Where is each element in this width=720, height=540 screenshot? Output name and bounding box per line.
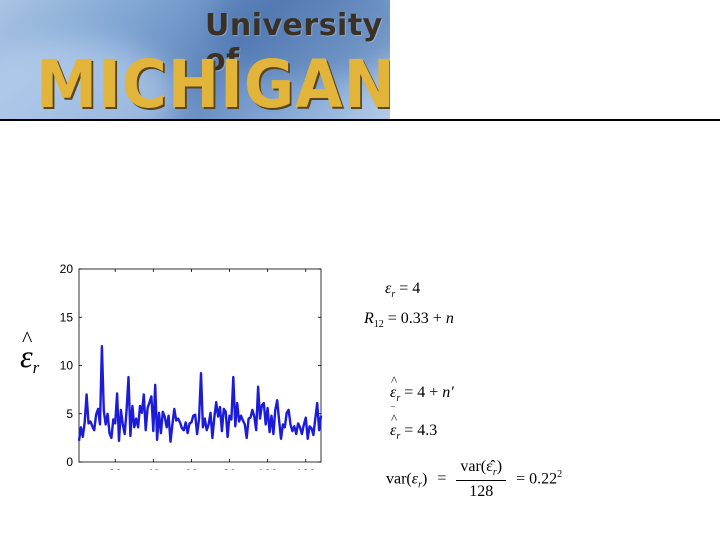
equation-variance: var(εr) = var(ε̂r) 128 = 0.222	[386, 458, 563, 501]
logo-michigan: MICHIGAN	[36, 46, 390, 120]
x-tick-label: 100	[258, 467, 278, 470]
university-logo-banner: University of MICHIGAN	[0, 0, 390, 120]
plot-frame	[78, 268, 322, 463]
y-tick-label: 5	[66, 407, 73, 421]
equation-r12: R12 = 0.33 + n	[364, 310, 454, 331]
y-tick-label: 15	[60, 310, 74, 324]
x-tick-label: 80	[223, 467, 237, 470]
y-axis-label: ^ εr	[20, 326, 40, 377]
logo-university-of: University of	[205, 8, 383, 78]
equation-eps-hat: ^ εr = 4 + n'	[390, 373, 454, 405]
x-tick-label: 60	[185, 467, 199, 470]
x-tick-label: 120	[296, 467, 316, 470]
y-tick-label: 20	[60, 262, 74, 276]
y-tick-label: 10	[60, 359, 74, 373]
header-rule	[0, 119, 720, 121]
x-tick-label: 20	[109, 467, 123, 470]
equation-eps-r: εr = 4	[385, 280, 421, 301]
equation-eps-bar-hat: ‾ ^ εr = 4.3	[390, 406, 438, 443]
x-tick-label: 40	[147, 467, 161, 470]
series-line	[77, 344, 323, 443]
line-chart: 0 5 10 15 20 20 40 60 80 100 120	[60, 262, 323, 470]
y-tick-label: 0	[66, 455, 73, 469]
